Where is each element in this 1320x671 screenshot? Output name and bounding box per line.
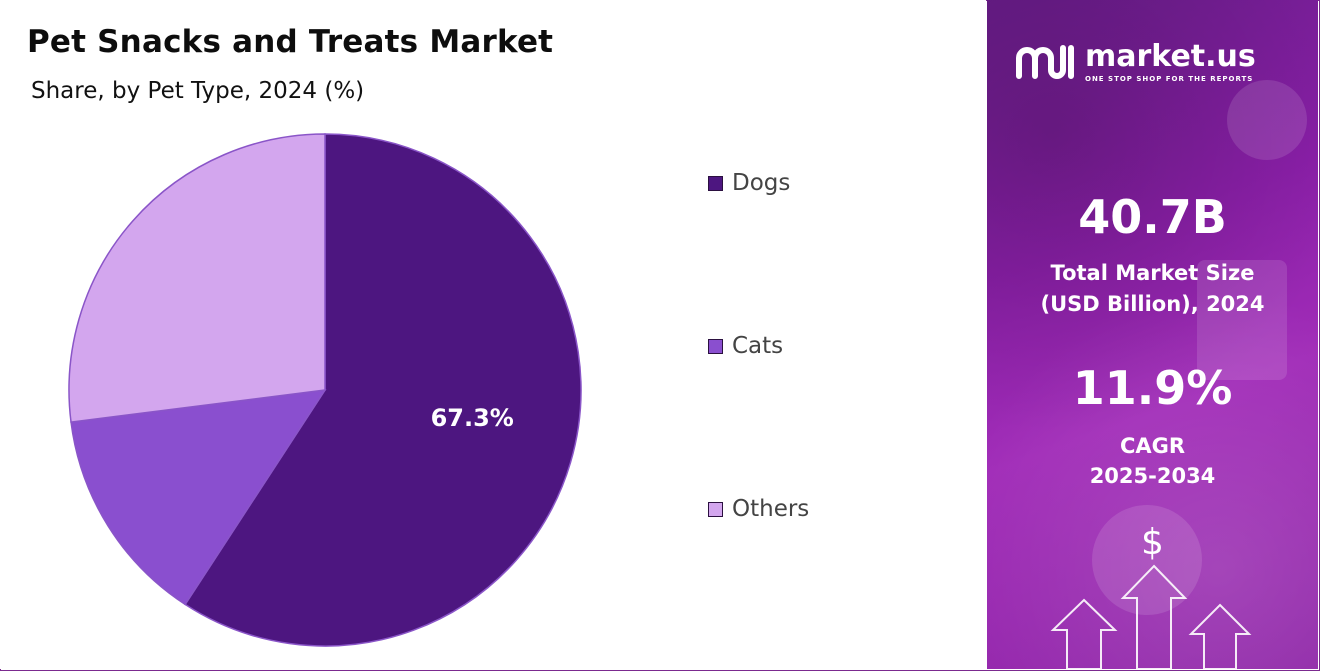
market-size-label: Total Market Size (USD Billion), 2024 (987, 258, 1318, 320)
legend-item-others: Others (708, 496, 809, 522)
market-size-value: 40.7B (1078, 190, 1227, 244)
market-size-label-line1: Total Market Size (1050, 261, 1255, 285)
chart-title: Pet Snacks and Treats Market (27, 24, 554, 60)
arrow-up-icon-right (1188, 603, 1252, 669)
legend-item-cats: Cats (708, 333, 783, 359)
pie-slice-dogs (184, 133, 582, 647)
pie-slice-cats (70, 389, 327, 606)
legend-swatch-dogs (708, 175, 723, 191)
cagr-value: 11.9% (1072, 361, 1233, 415)
dollar-icon: $ (1141, 522, 1164, 563)
cagr-label: CAGR 2025-2034 (987, 431, 1318, 491)
legend-label-cats: Cats (732, 333, 784, 359)
pie-slice-others (68, 133, 326, 423)
legend-label-dogs: Dogs (732, 170, 791, 196)
arrow-up-icon-center (1120, 564, 1188, 669)
cagr-period: 2025-2034 (1089, 464, 1216, 488)
cagr-label-line1: CAGR (1119, 434, 1186, 458)
brand-logo: market.us ONE STOP SHOP FOR THE REPORTS (1013, 40, 1256, 84)
stats-panel: market.us ONE STOP SHOP FOR THE REPORTS … (987, 0, 1318, 669)
market-size-label-line2: (USD Billion), 2024 (1040, 292, 1265, 316)
growth-arrows-illustration (1050, 80, 1307, 669)
legend-label-others: Others (732, 496, 810, 522)
market-us-logo-icon (1016, 45, 1074, 79)
brand-name: market.us (1085, 38, 1256, 74)
pie-chart: 67.3% (68, 133, 582, 647)
chart-panel: Pet Snacks and Treats Market Share, by P… (27, 24, 810, 647)
chart-subtitle: Share, by Pet Type, 2024 (%) (31, 78, 365, 104)
arrow-up-icon-left (1050, 598, 1118, 669)
legend-swatch-cats (708, 338, 723, 354)
brand-tagline: ONE STOP SHOP FOR THE REPORTS (1085, 74, 1254, 83)
data-label-dogs: 67.3% (431, 404, 514, 432)
legend-swatch-others (708, 501, 723, 517)
legend-item-dogs: Dogs (708, 170, 790, 196)
